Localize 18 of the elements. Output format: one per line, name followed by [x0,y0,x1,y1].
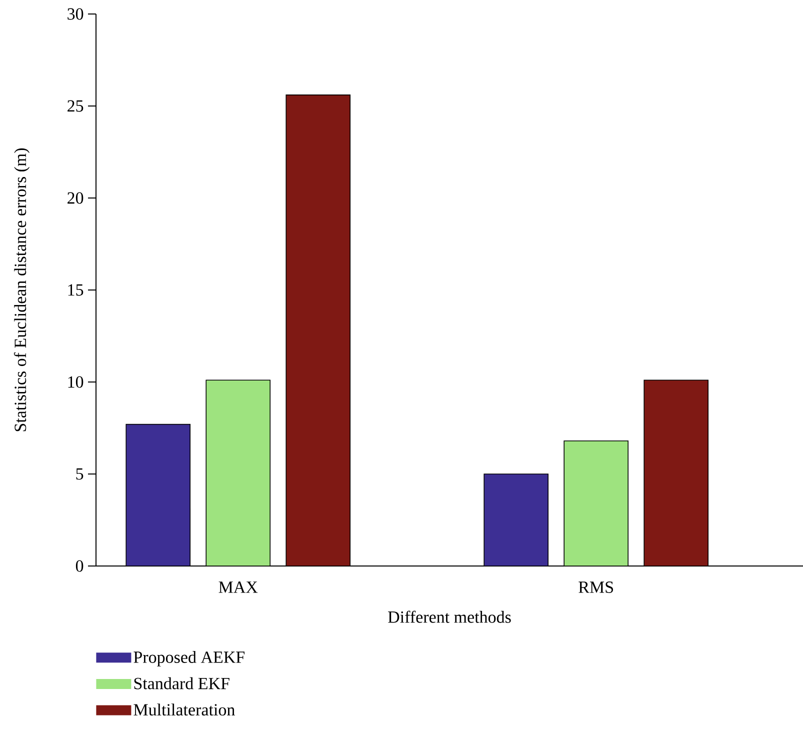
y-tick-label: 10 [68,376,84,388]
y-tick-label: 20 [68,192,84,204]
y-tick-label: 30 [68,8,84,20]
x-tick-label: RMS [578,582,613,593]
legend-label: Standard EKF [134,677,230,690]
bar [206,380,271,566]
x-tick-label: MAX [218,582,258,593]
y-tick-label: 0 [76,560,84,572]
bar [564,440,628,566]
y-tick-label: 25 [68,100,84,112]
legend-label: Proposed AEKF [134,651,245,666]
bar [644,380,708,566]
y-tick-label: 5 [76,468,84,480]
bar [286,94,351,566]
y-tick-label: 15 [68,284,84,296]
x-axis-title: Different methods [388,610,511,623]
legend-label: Multilateration [134,704,235,716]
y-axis-title: Statistics of Euclidean distance errors (m) [14,148,30,432]
